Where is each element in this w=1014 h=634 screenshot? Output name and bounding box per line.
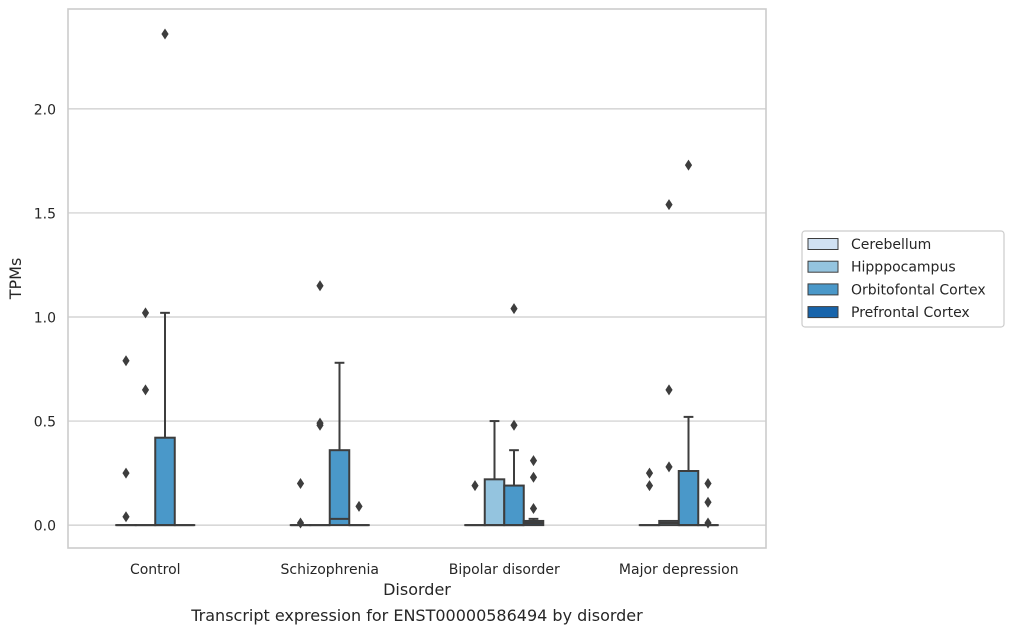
box-orbitofontal-cortex (503, 303, 525, 527)
box-cerebellum (638, 467, 661, 527)
y-tick-label: 0.5 (34, 415, 56, 431)
box-prefrontal-cortex (697, 477, 719, 529)
box-prefrontal-cortex (522, 455, 545, 527)
outlier-point (296, 517, 305, 529)
x-tick-label: Bipolar disorder (449, 562, 560, 578)
outlier-point (684, 159, 693, 171)
outlier-point (529, 471, 538, 483)
outlier-point (122, 511, 130, 523)
legend-swatch (807, 238, 839, 250)
outlier-point (645, 467, 654, 479)
box-orbitofontal-cortex (328, 361, 351, 527)
outlier-point (510, 303, 518, 315)
outlier-point (122, 355, 130, 367)
y-axis-label: TPMs (6, 258, 25, 301)
box-prefrontal-cortex (348, 500, 370, 527)
outlier-point (704, 517, 712, 529)
box-orbitofontal-cortex (677, 159, 700, 527)
box-body (483, 478, 506, 527)
box-cerebellum (289, 477, 312, 529)
x-axis-ticks: Control Schizophrenia Bipolar disorder Majo… (130, 562, 739, 578)
legend-label: Orbitofontal Cortex (851, 282, 986, 298)
figure-caption: Transcript expression for ENST0000058649… (191, 606, 643, 625)
outlier-point (161, 28, 169, 40)
outlier-point (141, 307, 150, 319)
box-body (677, 470, 700, 527)
outlier-point (645, 480, 654, 492)
box-body (328, 449, 351, 527)
outlier-point (665, 461, 673, 473)
legend: Cerebellum Hipppocampus Orbitofontal Corte… (801, 230, 1005, 328)
outlier-point (471, 480, 479, 492)
box-hipppocampus (134, 307, 157, 527)
box-cerebellum (115, 355, 137, 527)
legend-swatch (807, 260, 839, 273)
x-axis-label: Disorder (383, 580, 451, 599)
legend-swatch (807, 283, 839, 296)
outlier-point (355, 500, 363, 512)
plot-frame (67, 8, 767, 549)
outlier-point (665, 199, 673, 211)
box-hipppocampus (658, 199, 680, 527)
box-hipppocampus (309, 280, 331, 527)
outlier-point (122, 467, 130, 479)
outlier-point (529, 502, 538, 514)
box-body (503, 484, 525, 527)
box-cerebellum (464, 480, 486, 527)
outlier-point (510, 419, 518, 431)
legend-frame (801, 230, 1005, 328)
box-orbitofontal-cortex (154, 28, 176, 527)
y-tick-label: 1.0 (34, 311, 56, 327)
outlier-point (316, 417, 324, 429)
box-body (154, 436, 176, 527)
outlier-point (316, 280, 324, 292)
outlier-point (296, 477, 305, 489)
legend-label: Hipppocampus (851, 260, 956, 276)
outlier-point (141, 384, 150, 396)
legend-label: Cerebellum (851, 237, 931, 253)
outlier-point (704, 496, 712, 508)
y-tick-label: 1.5 (34, 206, 56, 222)
x-tick-label: Major depression (619, 562, 739, 578)
y-tick-label: 2.0 (34, 102, 56, 118)
plot-area (115, 28, 719, 529)
outlier-point (704, 477, 712, 489)
y-axis-ticks: 0.0 0.5 1.0 1.5 2.0 (34, 102, 56, 534)
box-hipppocampus (483, 420, 506, 527)
legend-swatch (807, 306, 839, 319)
outlier-point (665, 384, 673, 396)
legend-label: Prefrontal Cortex (851, 305, 970, 321)
x-tick-label: Schizophrenia (281, 562, 379, 578)
outlier-point (529, 455, 538, 467)
x-tick-label: Control (130, 562, 181, 578)
y-tick-label: 0.0 (34, 519, 56, 535)
